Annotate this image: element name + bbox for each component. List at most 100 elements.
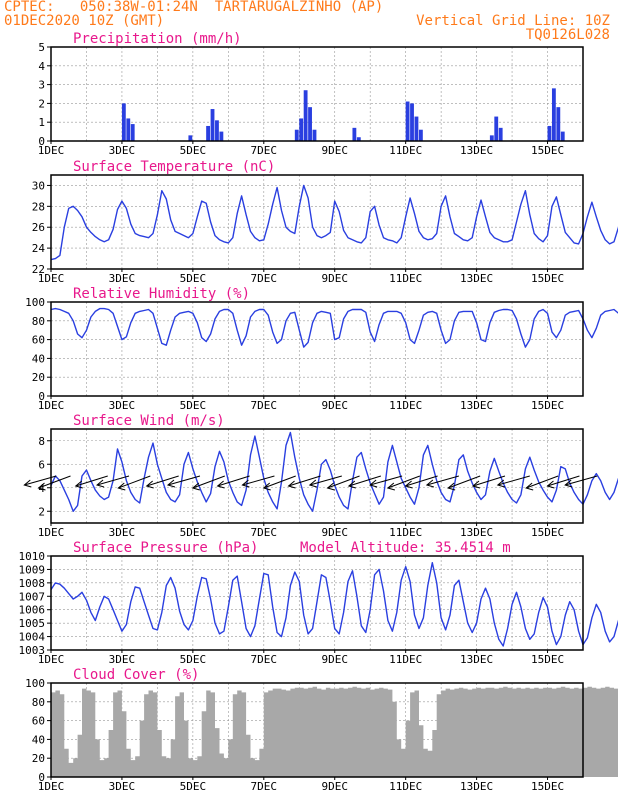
wind-arrowhead xyxy=(496,479,505,488)
wind-arrowhead xyxy=(308,479,317,488)
cloud-title: Cloud Cover (%) xyxy=(73,667,199,683)
rh-title: Relative Humidity (%) xyxy=(73,286,250,302)
rh-xtick-label: 13DEC xyxy=(460,399,493,412)
precip-bar xyxy=(219,131,224,141)
wind-vector xyxy=(96,475,130,486)
precip-xtick-label: 7DEC xyxy=(251,144,278,157)
precip-ytick-label: 5 xyxy=(38,41,45,54)
pres-frame xyxy=(50,555,584,651)
precip-bar xyxy=(308,107,312,141)
header-grid-note: Vertical Grid Line: 10Z xyxy=(416,13,610,29)
wind-arrowhead xyxy=(74,480,83,489)
wind-ytick-label: 6 xyxy=(38,458,45,471)
wind-vector xyxy=(118,475,151,489)
wind-vector xyxy=(426,475,460,486)
precip-bar xyxy=(130,124,135,141)
precip-bar xyxy=(498,127,503,141)
temp-title: Surface Temperature (nC) xyxy=(73,159,275,175)
pres-xtick-label: 7DEC xyxy=(251,653,278,666)
precip-bar xyxy=(303,90,308,141)
precip-bar xyxy=(210,109,215,141)
pres-ytick-label: 1010 xyxy=(19,550,46,563)
wind-frame xyxy=(50,428,584,524)
wind-xtick-label: 11DEC xyxy=(389,526,422,539)
precip-bar xyxy=(299,118,304,141)
cloud-ytick-label: 60 xyxy=(32,715,45,728)
precip-bar xyxy=(126,118,131,141)
cloud-xtick-label: 15DEC xyxy=(531,780,564,793)
pres-xtick-label: 15DEC xyxy=(531,653,564,666)
cloud-ytick-label: 40 xyxy=(32,733,45,746)
precip-bar xyxy=(418,129,423,141)
cloud-frame xyxy=(50,682,584,778)
precip-bar xyxy=(547,125,552,141)
precip-bar xyxy=(489,135,494,141)
wind-xtick-label: 3DEC xyxy=(109,526,136,539)
pres-ytick-label: 1008 xyxy=(19,577,46,590)
wind-vector xyxy=(38,475,71,489)
wind-arrowhead xyxy=(326,482,335,491)
precip-bar xyxy=(294,129,299,141)
wind-arrowhead xyxy=(564,479,573,488)
wind-arrowhead xyxy=(471,480,481,489)
rh-xtick-label: 1DEC xyxy=(38,399,65,412)
rh-xtick-label: 11DEC xyxy=(389,399,422,412)
temp-panel: 22 24 26 28 30 1DEC 3DEC 5DEC 7DEC 9DEC 11DEC 13DEC… xyxy=(32,159,618,285)
wind-vector xyxy=(387,475,421,489)
wind-arrowhead xyxy=(369,479,378,488)
wind-xtick-label: 7DEC xyxy=(251,526,278,539)
pres-annotation: Model Altitude: 35.4514 m xyxy=(300,540,511,556)
precip-xtick-label: 15DEC xyxy=(531,144,564,157)
temp-xtick-label: 5DEC xyxy=(180,272,207,285)
cloud-xtick-label: 11DEC xyxy=(389,780,422,793)
wind-vector xyxy=(309,475,342,486)
temp-xtick-label: 3DEC xyxy=(109,272,136,285)
cloud-xtick-label: 9DEC xyxy=(321,780,348,793)
wind-line xyxy=(50,431,618,512)
rh-ytick-label: 40 xyxy=(32,352,45,365)
header-station-line: CPTEC: 050:38W-01:24N TARTARUGALZINHO (A… xyxy=(4,0,384,15)
pres-xtick-label: 3DEC xyxy=(109,653,136,666)
rh-xtick-label: 5DEC xyxy=(180,399,207,412)
temp-ytick-label: 22 xyxy=(32,263,45,276)
precip-bar xyxy=(556,107,561,141)
wind-xtick-label: 13DEC xyxy=(460,526,493,539)
wind-xtick-label: 1DEC xyxy=(38,526,65,539)
precip-bar xyxy=(560,131,565,141)
precip-bar xyxy=(410,103,414,141)
wind-arrowhead xyxy=(546,480,555,489)
pres-title: Surface Pressure (hPa) xyxy=(73,540,258,556)
wind-arrowhead xyxy=(386,482,395,491)
wind-vector xyxy=(192,475,225,489)
wind-vector xyxy=(447,475,481,489)
wind-arrowhead xyxy=(287,480,296,489)
cloud-ytick-label: 100 xyxy=(25,677,45,690)
precip-ytick-label: 1 xyxy=(38,116,45,129)
precip-xtick-label: 3DEC xyxy=(109,144,136,157)
rh-frame xyxy=(50,301,584,397)
wind-vector xyxy=(547,475,580,487)
temp-xtick-label: 7DEC xyxy=(251,272,278,285)
temp-ytick-label: 26 xyxy=(32,221,45,234)
cloud-xtick-label: 3DEC xyxy=(109,780,136,793)
wind-vector xyxy=(565,475,598,486)
precip-ytick-label: 0 xyxy=(38,135,45,148)
temp-xtick-label: 11DEC xyxy=(389,272,422,285)
precip-bar xyxy=(352,127,357,141)
wind-vector xyxy=(242,475,275,486)
pres-ytick-label: 1003 xyxy=(19,644,46,657)
wind-vector xyxy=(75,475,108,487)
wind-vector xyxy=(146,475,179,487)
rh-xtick-label: 15DEC xyxy=(531,399,564,412)
pres-ytick-label: 1004 xyxy=(19,631,46,644)
wind-vector xyxy=(472,475,506,487)
cloud-area xyxy=(51,686,618,777)
wind-vector xyxy=(405,475,438,487)
temp-line xyxy=(50,184,618,261)
precip-frame xyxy=(50,46,584,142)
cloud-xtick-label: 13DEC xyxy=(460,780,493,793)
wind-vector xyxy=(497,475,530,486)
precip-ytick-label: 2 xyxy=(38,97,45,110)
rh-xtick-label: 3DEC xyxy=(109,399,136,412)
precip-bar xyxy=(206,125,210,141)
